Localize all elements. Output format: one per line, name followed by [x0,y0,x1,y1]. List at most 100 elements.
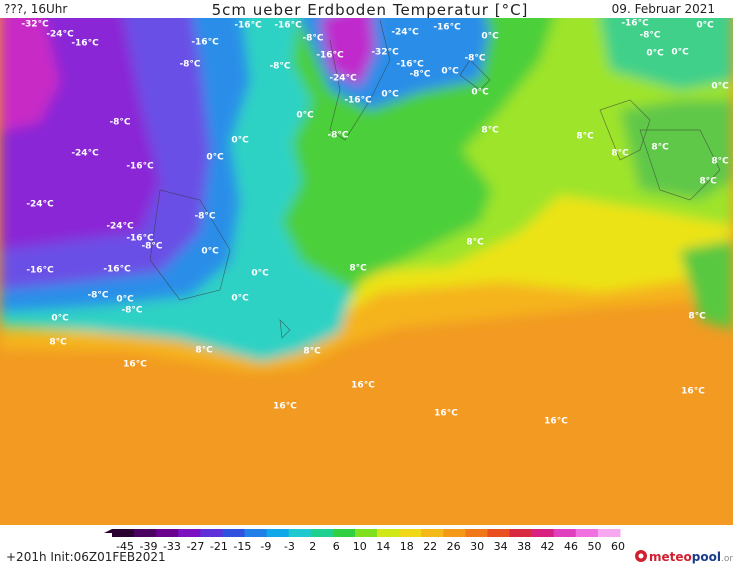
colorbar-segment [354,529,378,537]
contour-label: 0°C [481,32,499,42]
contour-label: -8°C [639,31,660,41]
colorbar-tick-label: -15 [233,540,251,553]
colorbar-tick-label: 30 [470,540,484,553]
contour-label: -24°C [391,28,419,38]
contour-label: 0°C [441,67,459,77]
contour-label: 0°C [231,136,249,146]
colorbar-segment [575,529,599,537]
contour-label: 0°C [671,48,689,58]
contour-label: 16°C [681,387,705,397]
contour-label: 0°C [116,295,134,305]
colorbar-segment [531,529,555,537]
contour-label: -8°C [194,212,215,222]
colorbar-segment [553,529,577,537]
contour-label: 8°C [195,346,213,356]
contour-label: 0°C [206,153,224,163]
contour-label: 8°C [611,149,629,159]
contour-label: -16°C [126,234,154,244]
contour-label: 8°C [576,132,594,142]
colorbar-segment [134,529,157,537]
contour-label: 0°C [471,88,489,98]
colorbar-segment [465,529,488,537]
run-label: ???, 16Uhr [4,2,67,16]
colorbar-segment [509,529,533,537]
logo-part: .org [721,554,733,564]
logo-part: pool [692,550,721,564]
colorbar-tick-label: 14 [376,540,390,553]
logo-icon-inner [638,553,644,559]
contour-label: -8°C [327,131,348,141]
colorbar-segment [244,529,268,537]
contour-label: 0°C [201,247,219,257]
contour-label: -16°C [71,39,99,49]
colorbar-segment [112,529,135,537]
contour-label: 0°C [381,90,399,100]
contour-label: 16°C [273,402,297,412]
colorbar-tick-label: 26 [447,540,461,553]
contour-label: 0°C [696,21,714,31]
colorbar: -45 -39 -33 -27 -21 -15 -9 -3 2 6 10 14 18 22 26 30 34 38… [104,529,625,553]
colorbar-tick-label: -27 [186,540,204,553]
init-label: +201h Init:06Z01FEB2021 [6,550,166,564]
colorbar-segment [377,529,400,537]
contour-label: -8°C [87,291,108,301]
contour-label: -16°C [126,162,154,172]
contour-label: -16°C [433,23,461,33]
colorbar-tick-label: -39 [139,540,157,553]
logo-part: meteo [649,550,692,564]
contour-labels: -32°C-24°C-16°C-16°C -16°C-8°C-16°C-24°C -… [21,19,729,427]
contour-label: 0°C [711,82,729,92]
colorbar-tick-label: 42 [541,540,555,553]
date-label: 09. Februar 2021 [612,2,715,16]
contour-label: -8°C [121,306,142,316]
colorbar-tick-label: -21 [210,540,228,553]
contour-label: 8°C [711,157,729,167]
contour-label: 8°C [466,238,484,248]
colorbar-segment [597,529,621,537]
contour-label: -16°C [274,21,302,31]
contour-label: 16°C [123,360,147,370]
colorbar-segment [443,529,466,537]
contour-label: -32°C [371,48,399,58]
contour-label: -32°C [21,20,49,30]
contour-label: -8°C [269,62,290,72]
colorbar-segment [266,529,290,537]
contour-label: -8°C [109,118,130,128]
contour-label: -16°C [344,96,372,106]
contour-label: -8°C [302,34,323,44]
map-title: 5cm ueber Erdboden Temperatur [°C] [212,1,529,19]
contour-label: 0°C [251,269,269,279]
contour-label: -8°C [141,242,162,252]
colorbar-segment [222,529,246,537]
contour-label: 8°C [688,312,706,322]
colorbar-tip [104,529,112,537]
contour-label: 8°C [349,264,367,274]
contour-label: 16°C [544,417,568,427]
colorbar-segment [310,529,334,537]
contour-label: 8°C [651,143,669,153]
colorbar-segment [399,529,422,537]
colorbar-tick-label: -45 [116,540,134,553]
contour-label: 8°C [49,338,67,348]
contour-label: 0°C [296,111,314,121]
logo-text: meteopool.org [649,550,733,564]
colorbar-tick-label: 46 [564,540,578,553]
colorbar-segment [332,529,356,537]
colorbar-tick-label: 60 [611,540,625,553]
colorbar-tick-label: 10 [353,540,367,553]
contour-label: -16°C [26,266,54,276]
colorbar-tick-label: 22 [423,540,437,553]
colorbar-tick-label: -9 [260,540,271,553]
contour-label: -8°C [179,60,200,70]
colorbar-segment [421,529,444,537]
colorbar-segment [487,529,511,537]
contour-label: -24°C [106,222,134,232]
contour-label: -16°C [396,60,424,70]
header-bar [0,0,733,18]
contour-label: -16°C [191,38,219,48]
contour-label: -24°C [329,74,357,84]
colorbar-segment [288,529,312,537]
colorbar-tick-label: -33 [163,540,181,553]
temperature-field [0,18,733,525]
